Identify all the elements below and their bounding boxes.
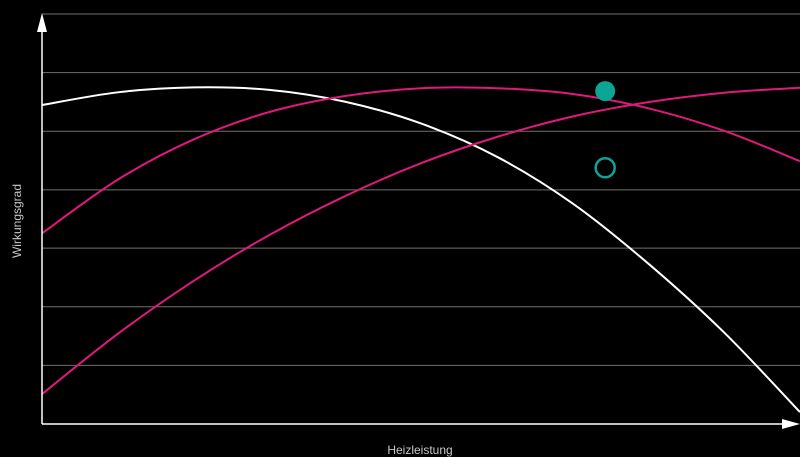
series-line-0: [41, 86, 800, 413]
y-axis-label: Wirkungsgrad: [10, 184, 24, 258]
series-line-1: [41, 86, 800, 235]
y-axis-arrow-icon: [37, 13, 47, 32]
series-line-2: [41, 86, 800, 395]
series-lines: [41, 86, 800, 413]
hollow-marker-1: [594, 157, 616, 179]
x-axis-label: Heizleistung: [387, 443, 452, 457]
markers: [594, 81, 616, 179]
gridlines: [42, 13, 800, 366]
x-axis-arrow-icon: [782, 419, 800, 429]
axes: [37, 13, 800, 429]
filled-marker-0: [595, 81, 616, 102]
